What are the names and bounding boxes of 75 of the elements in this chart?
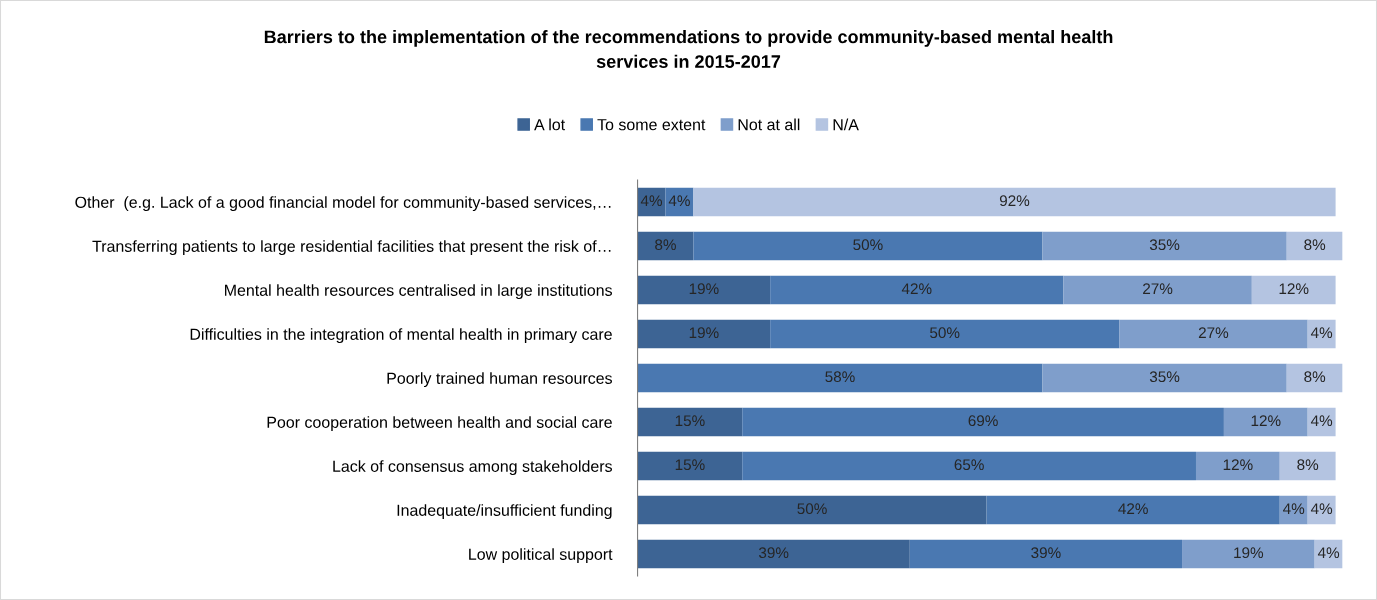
data-label: 4% xyxy=(640,195,663,207)
y-tick-label: Inadequate/insufficient funding xyxy=(397,504,612,520)
data-label: 58% xyxy=(825,371,855,383)
bar xyxy=(909,539,1183,569)
data-label: 19% xyxy=(689,327,719,339)
bar xyxy=(1279,451,1336,481)
bar xyxy=(1251,275,1336,305)
chart-title: Barriers to the implementation of the recommendations to provide community-based mental health services in 2015-2017 xyxy=(264,30,1113,68)
bar xyxy=(637,275,771,305)
bar xyxy=(1286,363,1343,393)
data-label: 35% xyxy=(1149,371,1180,383)
y-tick-label: Lack of consensus among stakeholders xyxy=(333,460,612,476)
data-label: 8% xyxy=(1297,459,1319,471)
legend-label: Not at all xyxy=(738,118,800,131)
y-tick-label: Difficulties in the integration of mental health in primary care xyxy=(190,328,612,344)
bar xyxy=(637,451,743,481)
y-tick-label: Poorly trained human resources xyxy=(387,372,612,388)
bar xyxy=(1042,231,1287,261)
bar xyxy=(742,451,1196,481)
data-label: 69% xyxy=(968,415,998,427)
data-label: 4% xyxy=(1283,503,1305,515)
data-label: 4% xyxy=(668,195,690,207)
y-tick-label: Mental health resources centralised in large institutions xyxy=(225,284,612,300)
data-label: 15% xyxy=(675,415,705,427)
bar xyxy=(693,187,1336,217)
bar xyxy=(637,363,1043,393)
data-label: 4% xyxy=(1317,547,1340,559)
bar xyxy=(986,495,1280,525)
data-label: 92% xyxy=(999,195,1030,207)
data-label: 42% xyxy=(901,283,932,295)
legend-label: A lot xyxy=(534,118,566,131)
bar xyxy=(637,495,987,525)
bar xyxy=(1119,319,1308,349)
bar xyxy=(742,407,1224,437)
bar xyxy=(1195,451,1280,481)
bar xyxy=(637,319,771,349)
bar xyxy=(637,539,910,569)
data-label: 8% xyxy=(1304,239,1326,251)
data-label: 27% xyxy=(1198,327,1229,339)
y-tick-label: Other (e.g. Lack of a good financial model for community-based services,… xyxy=(75,196,611,212)
bar xyxy=(1286,231,1343,261)
data-label: 12% xyxy=(1223,459,1253,471)
bar xyxy=(1182,539,1315,569)
bar xyxy=(1223,407,1308,437)
data-label: 4% xyxy=(1310,327,1333,339)
y-tick-label: Transferring patients to large residential facilities that present the risk of… xyxy=(92,240,611,256)
bar xyxy=(770,319,1120,349)
data-label: 50% xyxy=(797,503,827,515)
data-label: 12% xyxy=(1251,415,1281,427)
bar xyxy=(637,407,743,437)
y-tick-label: Low political support xyxy=(469,548,613,564)
legend-label: To some extent xyxy=(597,119,706,131)
y-tick-label: Poor cooperation between health and social care xyxy=(267,416,612,432)
data-label: 19% xyxy=(689,283,719,295)
data-label: 4% xyxy=(1310,503,1333,515)
bar xyxy=(1063,275,1252,305)
data-label: 50% xyxy=(930,327,960,339)
data-label: 50% xyxy=(853,239,883,251)
data-label: 8% xyxy=(1304,371,1326,383)
bar xyxy=(637,231,694,261)
data-label: 27% xyxy=(1143,283,1173,295)
data-label: 19% xyxy=(1234,547,1264,559)
data-label: 35% xyxy=(1149,239,1180,251)
data-label: 39% xyxy=(1031,547,1061,559)
data-label: 42% xyxy=(1118,503,1148,515)
data-label: 8% xyxy=(655,239,676,251)
data-label: 15% xyxy=(675,459,705,471)
data-label: 65% xyxy=(954,459,984,471)
bar xyxy=(1042,363,1287,393)
bar xyxy=(693,231,1043,261)
bar xyxy=(770,275,1064,305)
data-label: 4% xyxy=(1310,415,1333,427)
data-label: 12% xyxy=(1279,283,1309,295)
data-label: 39% xyxy=(758,547,789,559)
legend-label: N/A xyxy=(833,118,859,131)
